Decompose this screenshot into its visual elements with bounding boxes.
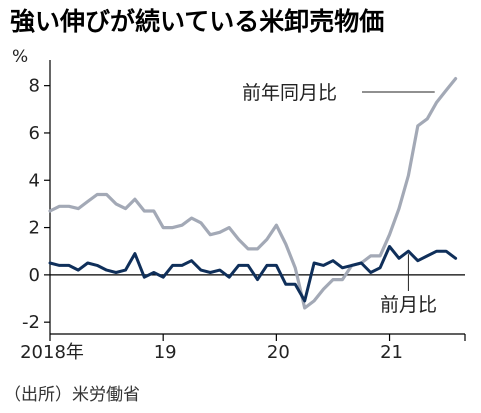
chart-title: 強い伸びが続いている米卸売物価 (10, 7, 384, 36)
x-ticks: 2018年 19 20 21 (20, 334, 466, 363)
x-tick-label: 19 (154, 342, 177, 363)
series-layer (48, 76, 458, 310)
annotation-label-yoy: 前年同月比 (242, 82, 337, 104)
y-tick-label: 2 (29, 218, 40, 239)
annotation-label-mom: 前月比 (380, 294, 437, 316)
x-tick-label: 20 (267, 342, 290, 363)
series-line-yoy (48, 76, 458, 310)
series-line-mom (48, 245, 458, 303)
y-axis-unit: % (12, 47, 28, 67)
y-tick-label: 0 (29, 265, 40, 286)
y-tick-label: 8 (29, 76, 40, 97)
y-tick-label: 6 (29, 123, 40, 144)
source-note: （出所）米労働省 (4, 385, 140, 405)
y-tick-label: 4 (29, 170, 40, 191)
y-tick-label: -2 (22, 312, 40, 333)
x-tick-label: 21 (380, 342, 403, 363)
y-ticks: 8 6 4 2 0 -2 (22, 76, 50, 333)
x-tick-label: 2018年 (20, 342, 84, 363)
